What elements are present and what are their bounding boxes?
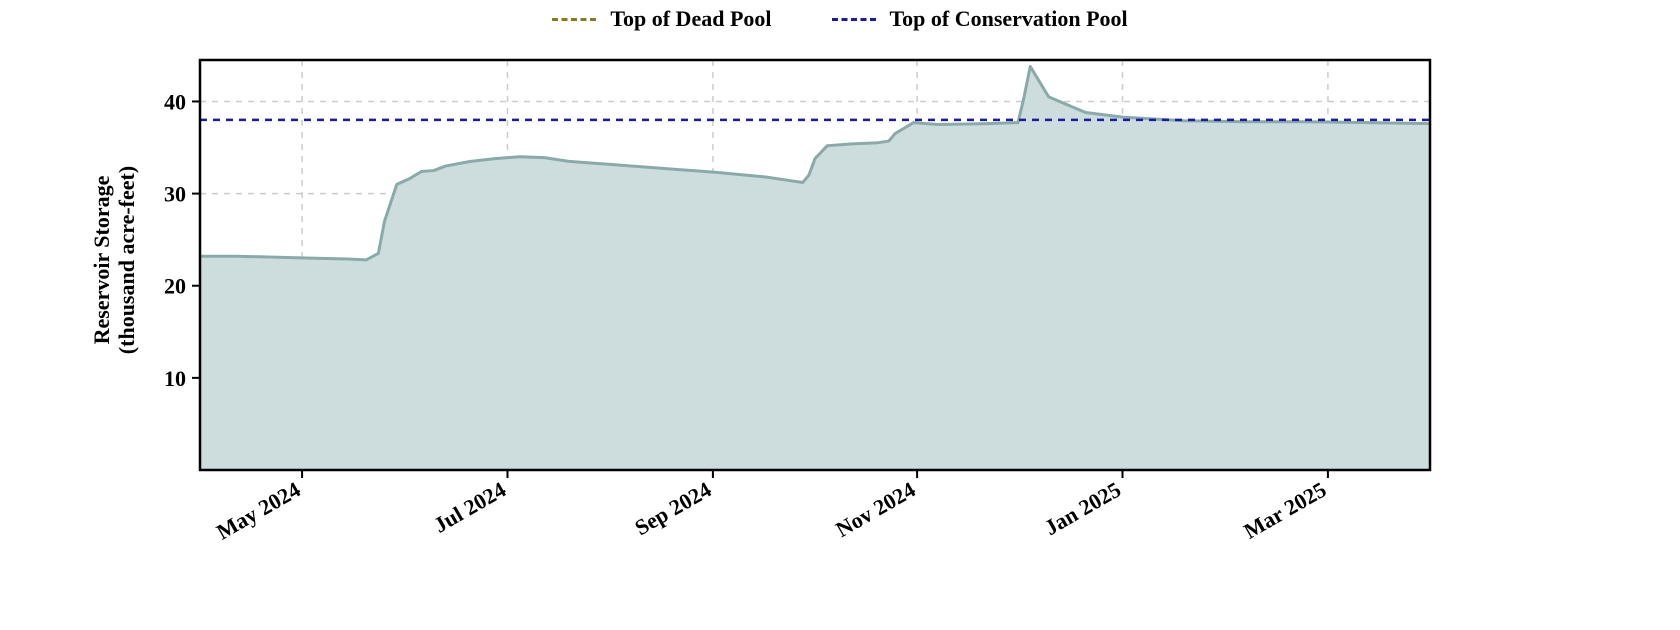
y-tick-label: 30 (164, 182, 186, 207)
legend-label-conservation-pool: Top of Conservation Pool (890, 6, 1128, 32)
y-tick-label: 40 (164, 89, 186, 114)
x-tick-label: Sep 2024 (630, 477, 715, 541)
x-tick-label: Nov 2024 (831, 477, 919, 542)
x-tick-label: Jul 2024 (429, 477, 510, 538)
legend-item-dead-pool: Top of Dead Pool (552, 6, 771, 32)
x-tick-label: May 2024 (212, 477, 304, 545)
y-axis-label: Reservoir Storage (thousand acre-feet) (89, 166, 140, 354)
storage-area (200, 66, 1430, 470)
y-tick-label: 10 (164, 366, 186, 391)
x-tick-label: Jan 2025 (1040, 477, 1125, 541)
y-tick-label: 20 (164, 274, 186, 299)
legend-swatch-conservation-pool (832, 18, 876, 21)
legend-swatch-dead-pool (552, 18, 596, 21)
legend: Top of Dead Pool Top of Conservation Poo… (0, 6, 1680, 32)
reservoir-storage-chart: Top of Dead Pool Top of Conservation Poo… (0, 0, 1680, 630)
chart-svg: 10 20 30 40 May 2024 Jul 2024 Sep 2024 Nov 2024… (0, 0, 1680, 630)
legend-label-dead-pool: Top of Dead Pool (610, 6, 771, 32)
x-tick-label: Mar 2025 (1239, 477, 1330, 544)
legend-item-conservation-pool: Top of Conservation Pool (832, 6, 1128, 32)
